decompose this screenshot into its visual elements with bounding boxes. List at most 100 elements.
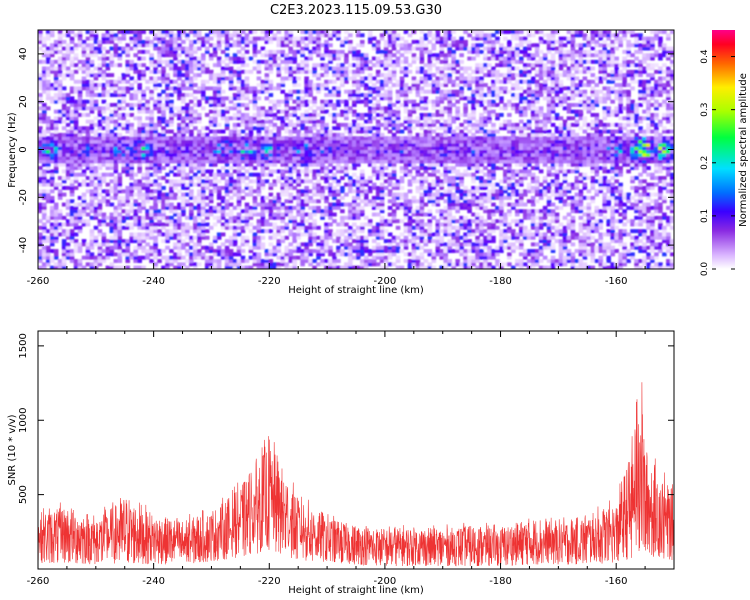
spectrogram-cell <box>252 112 258 117</box>
spectrogram-cell <box>57 33 63 38</box>
spectrogram-cell <box>332 172 337 177</box>
spectrogram-cell <box>81 66 87 71</box>
spectrogram-cell <box>320 259 325 263</box>
spectrogram-cell <box>97 106 103 111</box>
spectrogram-cell <box>232 215 238 220</box>
spectrogram-cell <box>336 235 341 240</box>
spectrogram-cell <box>216 169 222 174</box>
spectrogram-cell <box>379 232 385 237</box>
spectrogram-cell <box>200 152 206 157</box>
spectrogram-cell <box>328 136 333 141</box>
spectrogram-cell <box>105 245 111 250</box>
spectrogram-cell <box>320 122 325 127</box>
spectrogram-cell <box>403 205 409 210</box>
spectrogram-cell <box>296 195 301 200</box>
spectrogram-cell <box>328 132 333 137</box>
spectrogram-cell <box>224 259 230 263</box>
spectrogram-cell <box>288 195 294 200</box>
spectrogram-cell <box>197 179 202 184</box>
spectrogram-cell <box>244 215 250 220</box>
spectrogram-cell <box>161 149 166 154</box>
spectrogram-cell <box>85 159 91 164</box>
spectrogram-cell <box>228 176 234 180</box>
spectrogram-cell <box>391 152 397 157</box>
spectrogram-cell <box>197 119 202 124</box>
spectrogram-cell <box>125 146 131 151</box>
spectrogram-cell <box>208 255 214 260</box>
spectrogram-cell <box>141 232 146 237</box>
spectrogram-cell <box>89 106 95 111</box>
spectrogram-cell <box>61 53 67 58</box>
spectrogram-cell <box>69 99 75 104</box>
spectrogram-cell <box>173 79 178 84</box>
spectrogram-cell <box>177 109 182 114</box>
spectrogram-cell <box>367 262 373 267</box>
spectrogram-cell <box>304 132 309 137</box>
spectrogram-cell <box>113 162 119 167</box>
spectrogram-cell <box>49 225 55 230</box>
spectrogram-cell <box>97 136 103 141</box>
spectrogram-cell <box>359 126 365 131</box>
spectrogram-cell <box>113 33 119 38</box>
spectrogram-cell <box>161 46 166 51</box>
spectrogram-cell <box>193 63 198 68</box>
spectrogram-cell <box>240 119 246 124</box>
spectrogram-cell <box>344 106 349 111</box>
spectrogram-cell <box>423 116 429 121</box>
spectrogram-cell <box>423 186 429 190</box>
spectrogram-cell <box>41 119 47 124</box>
spectrogram-cell <box>153 249 158 253</box>
spectrogram-cell <box>359 79 365 84</box>
spectrogram-cell <box>81 79 87 84</box>
spectrogram-cell <box>73 132 79 137</box>
spectrogram-cell <box>296 122 301 127</box>
spectrogram-cell <box>220 222 226 227</box>
spectrogram-cell <box>49 265 55 269</box>
spectrogram-cell <box>216 195 222 200</box>
spectrogram-cell <box>212 53 218 58</box>
spectrogram-cell <box>49 215 55 220</box>
spectrogram-cell <box>276 215 282 220</box>
spectrogram-cell <box>395 186 401 190</box>
spectrogram-cell <box>232 142 238 147</box>
spectrogram-cell <box>344 53 349 58</box>
spectrogram-cell <box>320 136 325 141</box>
spectrogram-cell <box>403 139 409 144</box>
spectrogram-cell <box>284 36 290 41</box>
spectrogram-cell <box>248 245 254 250</box>
spectrogram-cell <box>316 225 321 230</box>
spectrogram-cell <box>296 96 301 101</box>
spectrogram-cell <box>399 186 405 190</box>
spectrogram-cell <box>387 199 393 204</box>
spectrogram-cell <box>125 126 131 131</box>
spectrogram-cell <box>284 53 290 58</box>
spectrogram-cell <box>320 239 325 244</box>
spectrogram-cell <box>224 159 230 164</box>
spectrogram-cell <box>391 215 397 220</box>
spectrogram-cell <box>352 76 357 81</box>
spectrogram-cell <box>212 156 218 161</box>
spectrogram-cell <box>165 119 170 124</box>
spectrogram-cell <box>427 166 433 171</box>
spectrogram-cell <box>371 205 377 210</box>
spectrogram-cell <box>232 152 238 157</box>
spectrogram-cell <box>367 232 373 237</box>
spectrogram-cell <box>399 136 405 141</box>
spectrogram-cell <box>264 30 270 34</box>
spectrogram-cell <box>248 99 254 104</box>
spectrogram-cell <box>149 30 154 34</box>
spectrogram-cell <box>177 86 182 91</box>
spectrogram-cell <box>379 199 385 204</box>
spectrogram-cell <box>387 73 393 78</box>
spectrogram-cell <box>439 126 445 131</box>
spectrogram-cell <box>153 262 158 267</box>
spectrogram-cell <box>85 59 91 64</box>
spectrogram-cell <box>419 186 425 190</box>
spectrogram-cell <box>113 242 119 247</box>
spectrogram-cell <box>220 209 226 214</box>
spectrogram-cell <box>105 83 111 88</box>
spectrogram-cell <box>356 202 361 207</box>
spectrogram-cell <box>93 212 99 217</box>
spectrogram-cell <box>292 59 297 64</box>
spectrogram-cell <box>53 132 59 137</box>
